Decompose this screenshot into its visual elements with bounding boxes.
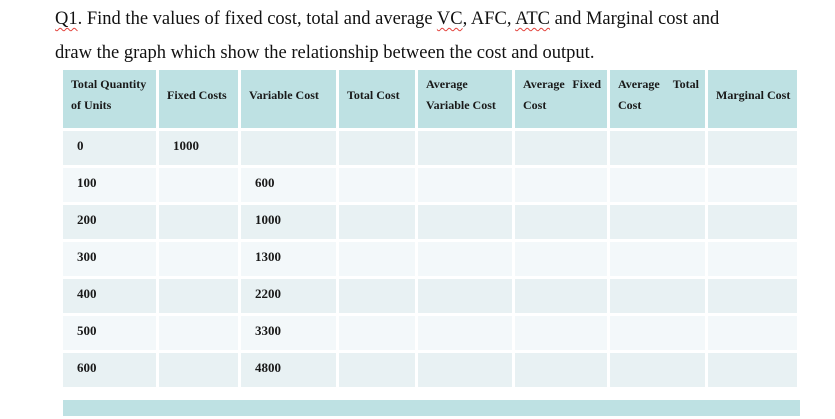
cell-fixed-cost[interactable]: [159, 279, 238, 313]
question-text: Q1. Find the values of fixed cost, total…: [55, 2, 815, 70]
cell-variable-cost: 1300: [241, 242, 336, 276]
cell-total-cost[interactable]: [339, 242, 415, 276]
cell-variable-cost: 3300: [241, 316, 336, 350]
table-row: 300 1300: [63, 242, 797, 276]
cell-fixed-cost[interactable]: [159, 316, 238, 350]
cell-avg-total-cost[interactable]: [610, 205, 705, 239]
question-line-1: Q1. Find the values of fixed cost, total…: [55, 9, 720, 29]
cell-qty: 500: [63, 316, 156, 350]
cell-total-cost[interactable]: [339, 131, 415, 165]
table-row: 200 1000: [63, 205, 797, 239]
cell-avg-variable-cost[interactable]: [418, 205, 512, 239]
cell-variable-cost: 1000: [241, 205, 336, 239]
cell-fixed-cost: 1000: [159, 131, 238, 165]
header-total-quantity: Total Quantity of Units: [63, 70, 156, 128]
empty-footer-row: [63, 400, 800, 416]
cell-marginal-cost[interactable]: [708, 316, 797, 350]
cell-avg-variable-cost[interactable]: [418, 242, 512, 276]
cell-avg-variable-cost[interactable]: [418, 279, 512, 313]
cell-fixed-cost[interactable]: [159, 353, 238, 387]
cell-fixed-cost[interactable]: [159, 242, 238, 276]
cell-avg-total-cost[interactable]: [610, 131, 705, 165]
cell-variable-cost: 4800: [241, 353, 336, 387]
cell-avg-total-cost[interactable]: [610, 242, 705, 276]
header-average-total-cost: Average Total Cost: [610, 70, 705, 128]
cell-avg-variable-cost[interactable]: [418, 131, 512, 165]
cell-avg-fixed-cost[interactable]: [515, 205, 607, 239]
cell-avg-total-cost[interactable]: [610, 168, 705, 202]
cell-variable-cost: 600: [241, 168, 336, 202]
cell-avg-fixed-cost[interactable]: [515, 316, 607, 350]
table-row: 600 4800: [63, 353, 797, 387]
cell-fixed-cost[interactable]: [159, 168, 238, 202]
cell-marginal-cost[interactable]: [708, 353, 797, 387]
cell-qty: 400: [63, 279, 156, 313]
table-header-row: Total Quantity of Units Fixed Costs Vari…: [63, 70, 797, 128]
cell-avg-fixed-cost[interactable]: [515, 131, 607, 165]
table-row: 100 600: [63, 168, 797, 202]
header-marginal-cost: Marginal Cost: [708, 70, 797, 128]
cell-avg-variable-cost[interactable]: [418, 316, 512, 350]
header-average-variable-cost: Average Variable Cost: [418, 70, 512, 128]
cell-marginal-cost[interactable]: [708, 242, 797, 276]
question-line-2: draw the graph which show the relationsh…: [55, 43, 595, 63]
cell-total-cost[interactable]: [339, 353, 415, 387]
cell-fixed-cost[interactable]: [159, 205, 238, 239]
header-variable-cost: Variable Cost: [241, 70, 336, 128]
cell-qty: 0: [63, 131, 156, 165]
cell-qty: 200: [63, 205, 156, 239]
cell-avg-variable-cost[interactable]: [418, 168, 512, 202]
cell-total-cost[interactable]: [339, 279, 415, 313]
cell-avg-total-cost[interactable]: [610, 353, 705, 387]
table-row: 400 2200: [63, 279, 797, 313]
cell-marginal-cost[interactable]: [708, 131, 797, 165]
cell-marginal-cost[interactable]: [708, 168, 797, 202]
cell-avg-variable-cost[interactable]: [418, 353, 512, 387]
cost-table: Total Quantity of Units Fixed Costs Vari…: [60, 67, 800, 390]
cell-marginal-cost[interactable]: [708, 279, 797, 313]
header-fixed-costs: Fixed Costs: [159, 70, 238, 128]
cell-variable-cost: 2200: [241, 279, 336, 313]
cell-avg-fixed-cost[interactable]: [515, 353, 607, 387]
cell-total-cost[interactable]: [339, 168, 415, 202]
cell-total-cost[interactable]: [339, 316, 415, 350]
cell-avg-fixed-cost[interactable]: [515, 242, 607, 276]
cell-avg-total-cost[interactable]: [610, 279, 705, 313]
header-average-fixed-cost: Average Fixed Cost: [515, 70, 607, 128]
cell-qty: 600: [63, 353, 156, 387]
question-number: Q1: [55, 9, 78, 29]
cell-avg-fixed-cost[interactable]: [515, 168, 607, 202]
cell-avg-fixed-cost[interactable]: [515, 279, 607, 313]
header-total-cost: Total Cost: [339, 70, 415, 128]
vc-term: VC: [436, 9, 463, 29]
cell-marginal-cost[interactable]: [708, 205, 797, 239]
cell-avg-total-cost[interactable]: [610, 316, 705, 350]
atc-term: ATC: [515, 9, 551, 29]
cell-variable-cost[interactable]: [241, 131, 336, 165]
cell-qty: 300: [63, 242, 156, 276]
cell-total-cost[interactable]: [339, 205, 415, 239]
cell-qty: 100: [63, 168, 156, 202]
table-row: 0 1000: [63, 131, 797, 165]
table-row: 500 3300: [63, 316, 797, 350]
